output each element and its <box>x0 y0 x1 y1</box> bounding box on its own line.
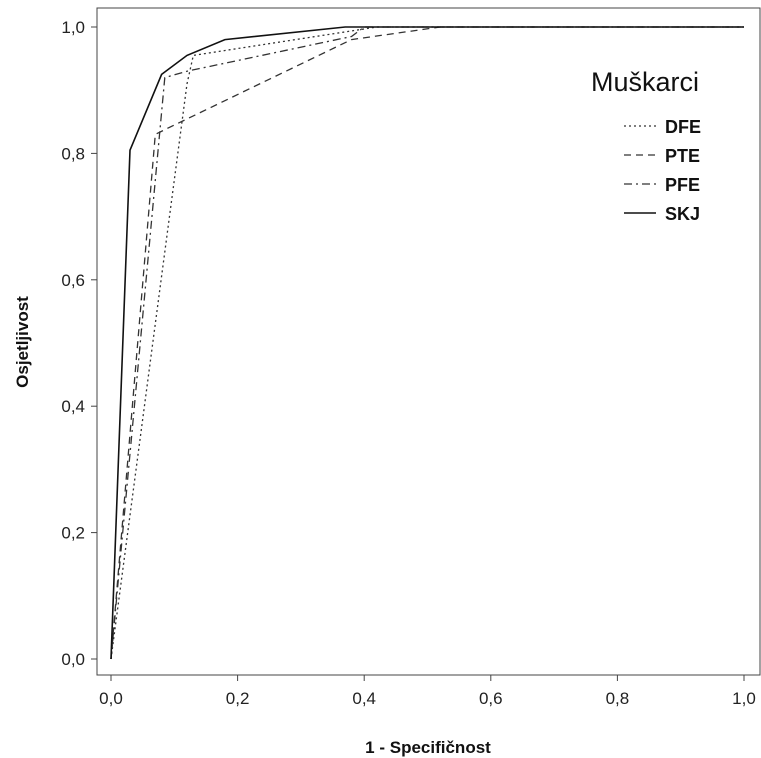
x-tick-label: 1,0 <box>732 689 756 708</box>
series-line-pfe <box>110 26 744 660</box>
x-tick-label: 0,2 <box>226 689 250 708</box>
x-tick-label: 0,0 <box>99 689 123 708</box>
plot-border <box>96 7 761 676</box>
x-tick-label: 0,6 <box>479 689 503 708</box>
y-tick-label: 0,2 <box>61 524 85 543</box>
x-tick-label: 0,4 <box>352 689 376 708</box>
legend-label-dfe: DFE <box>665 117 701 137</box>
y-tick-label: 1,0 <box>61 18 85 37</box>
legend: Muškarci DFE PTE PFE SKJ <box>591 67 701 224</box>
legend-title: Muškarci <box>591 67 699 97</box>
y-axis-title: Osjetljivost <box>13 296 32 388</box>
x-axis-ticks: 0,0 0,2 0,4 0,6 0,8 1,0 <box>99 675 756 708</box>
series-line-pte <box>110 26 744 660</box>
y-tick-label: 0,6 <box>61 271 85 290</box>
legend-label-pfe: PFE <box>665 175 700 195</box>
series-line-dfe <box>110 26 744 660</box>
series-lines <box>110 26 744 660</box>
legend-label-skj: SKJ <box>665 204 700 224</box>
series-line-skj <box>110 26 744 660</box>
plot-area <box>96 7 761 676</box>
y-axis-ticks: 0,0 0,2 0,4 0,6 0,8 1,0 <box>61 18 97 669</box>
legend-label-pte: PTE <box>665 146 700 166</box>
x-axis-title: 1 - Specifičnost <box>365 738 491 757</box>
y-tick-label: 0,8 <box>61 144 85 163</box>
y-tick-label: 0,4 <box>61 397 85 416</box>
x-tick-label: 0,8 <box>606 689 630 708</box>
y-tick-label: 0,0 <box>61 650 85 669</box>
